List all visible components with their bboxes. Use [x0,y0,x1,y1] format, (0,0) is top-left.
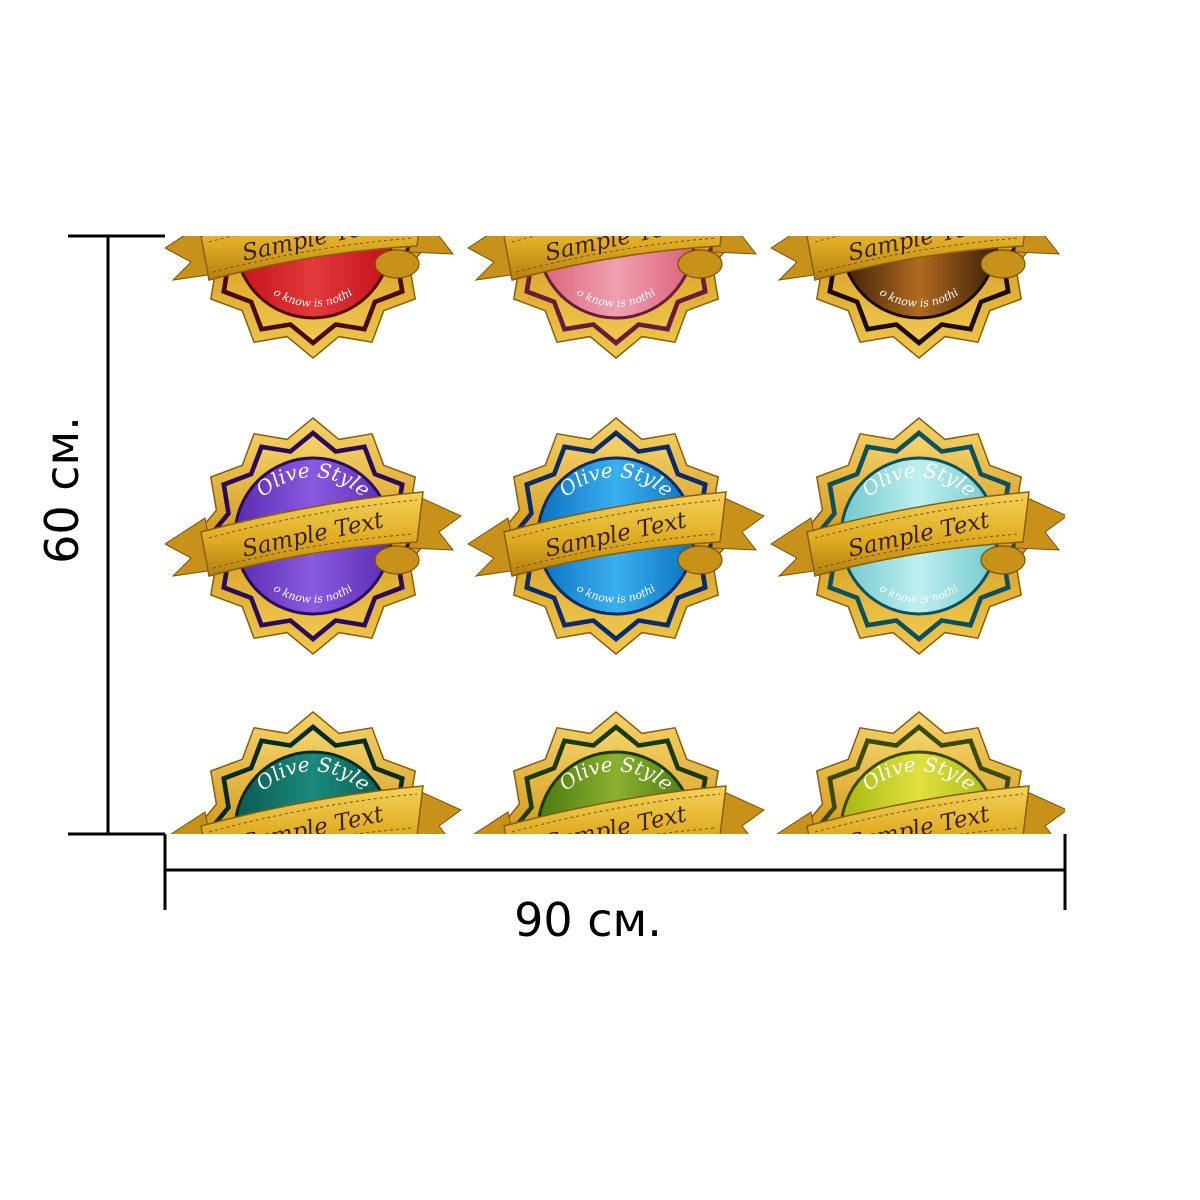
badge-ribbon [770,236,1061,281]
badge-ribbon [467,236,758,281]
badge-ribbon [165,491,462,577]
badge-ribbon [473,785,765,834]
badge-olive-text: Olive Style [251,162,375,205]
width-label: 90 см. [514,893,662,947]
badge-ribbon [165,236,455,281]
badge-ribbon [776,785,1065,834]
badge-motto-text: o know is nothi [271,876,354,900]
height-label: 60 см. [35,416,89,564]
width-dimension: 90 см. [163,834,1067,947]
badge-ribbon [467,491,765,577]
badge-olive-text: Olive Style [554,162,678,205]
badge-olive-text: Olive Style [857,162,981,205]
height-dimension: 60 см. [35,234,165,836]
badge-motto-text: o know is nothi [877,876,960,900]
badge-ribbon [170,785,462,834]
badge-ribbon [770,491,1065,577]
